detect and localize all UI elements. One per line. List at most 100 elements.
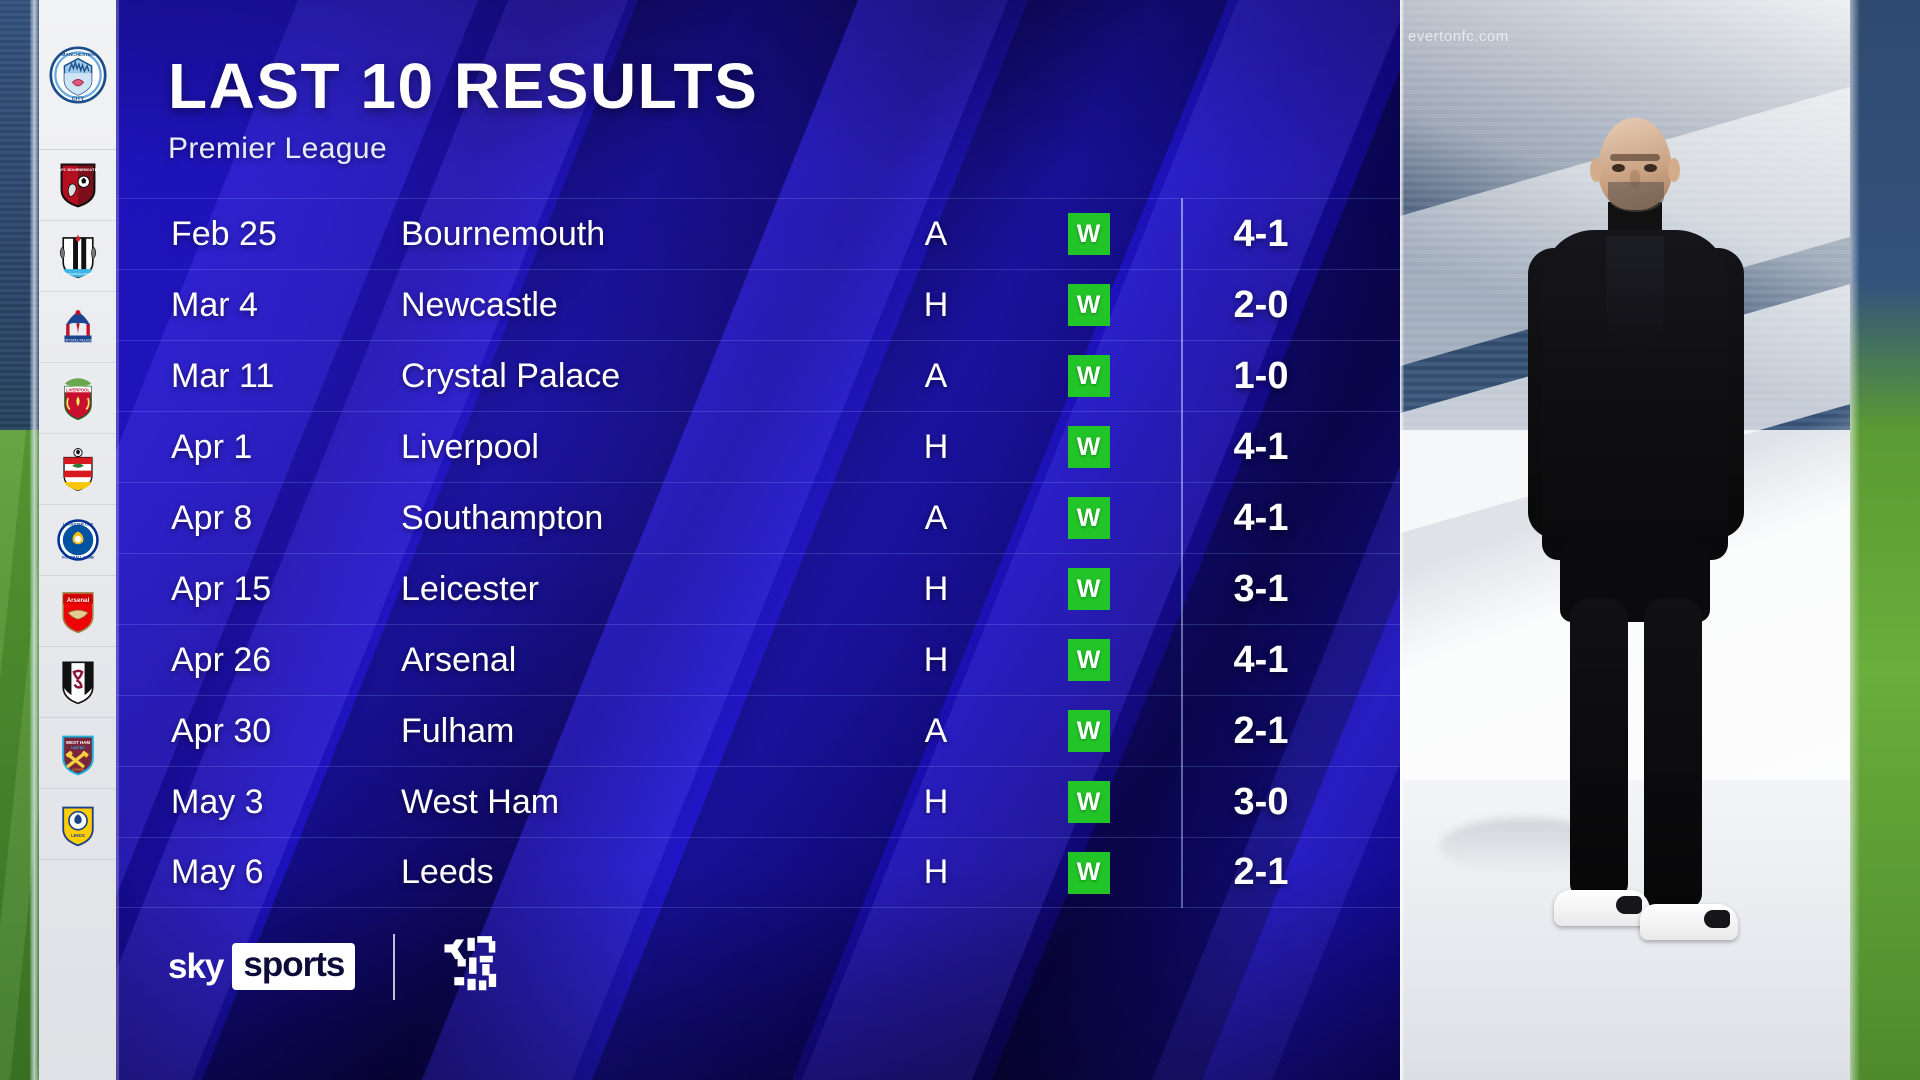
svg-text:Arsenal: Arsenal bbox=[66, 597, 89, 604]
presenter-beard bbox=[1608, 182, 1664, 212]
presenter-figure bbox=[1520, 118, 1750, 1008]
presenter-brow bbox=[1610, 154, 1660, 161]
row-result: W bbox=[1016, 213, 1161, 255]
row-result: W bbox=[1016, 781, 1161, 823]
column-divider bbox=[1181, 198, 1183, 908]
crest-leeds: LEEDS bbox=[39, 789, 116, 860]
row-score: 2-1 bbox=[1233, 851, 1289, 893]
crest-manchester-city: MANCHESTER CITY bbox=[39, 0, 116, 150]
row-result: W bbox=[1016, 639, 1161, 681]
table-row[interactable]: May 3 West Ham H W 3-0 bbox=[116, 766, 1400, 837]
svg-text:WEST HAM: WEST HAM bbox=[65, 740, 89, 745]
result-badge-win: W bbox=[1067, 639, 1110, 681]
row-score: 4-1 bbox=[1233, 212, 1289, 255]
svg-text:LEICESTER CITY: LEICESTER CITY bbox=[62, 523, 93, 527]
row-opponent: Arsenal bbox=[401, 640, 517, 679]
crest-fulham bbox=[39, 647, 116, 718]
row-date: Mar 11 bbox=[171, 356, 275, 395]
row-date: Apr 26 bbox=[171, 640, 272, 679]
crest-liverpool: LIVERPOOL bbox=[39, 363, 116, 434]
presenter-panel-left-edge bbox=[1400, 0, 1404, 1080]
row-date: Feb 25 bbox=[171, 214, 277, 253]
row-date: May 3 bbox=[171, 782, 264, 821]
row-venue: H bbox=[923, 285, 949, 324]
row-result: W bbox=[1016, 426, 1161, 468]
table-row[interactable]: May 6 Leeds H W 2-1 bbox=[116, 837, 1400, 908]
presenter-panel: evertonfc.com bbox=[1400, 0, 1850, 1080]
sports-wordmark: sports bbox=[232, 943, 356, 990]
result-badge-win: W bbox=[1067, 568, 1110, 610]
row-opponent: Leicester bbox=[401, 569, 539, 608]
table-row[interactable]: Mar 4 Newcastle H W 2-0 bbox=[116, 269, 1400, 340]
result-badge-win: W bbox=[1067, 213, 1110, 255]
table-row[interactable]: Apr 1 Liverpool H W 4-1 bbox=[116, 411, 1400, 482]
row-venue: A bbox=[924, 356, 948, 395]
row-date: Mar 4 bbox=[171, 285, 258, 324]
row-opponent: Southampton bbox=[401, 498, 604, 537]
svg-text:FOOTBALL CLUB: FOOTBALL CLUB bbox=[62, 556, 94, 560]
row-opponent: West Ham bbox=[401, 782, 560, 821]
row-opponent: Leeds bbox=[401, 853, 494, 891]
goal-post bbox=[30, 0, 39, 1080]
crest-leicester: LEICESTER CITY FOOTBALL CLUB bbox=[39, 505, 116, 576]
row-date: Apr 15 bbox=[171, 569, 272, 608]
row-score: 4-1 bbox=[1233, 638, 1289, 681]
result-badge-win: W bbox=[1067, 355, 1110, 397]
presenter-nose bbox=[1630, 170, 1640, 188]
row-score: 2-0 bbox=[1233, 283, 1289, 326]
svg-text:CRYSTAL PALACE: CRYSTAL PALACE bbox=[63, 338, 93, 342]
result-badge-win: W bbox=[1067, 851, 1110, 894]
svg-text:AFC BOURNEMOUTH: AFC BOURNEMOUTH bbox=[58, 168, 97, 172]
presenter-leg-right bbox=[1644, 598, 1702, 908]
sky-sports-logo: sky sports bbox=[168, 943, 356, 990]
row-score: 2-1 bbox=[1233, 709, 1289, 752]
row-result: W bbox=[1016, 284, 1161, 326]
row-date: May 6 bbox=[171, 853, 264, 891]
row-result: W bbox=[1016, 355, 1161, 397]
row-opponent: Newcastle bbox=[401, 285, 558, 324]
row-score: 1-0 bbox=[1233, 354, 1289, 397]
table-row[interactable]: Feb 25 Bournemouth A W 4-1 bbox=[116, 198, 1400, 269]
svg-text:LONDON: LONDON bbox=[71, 767, 84, 771]
page-title: LAST 10 RESULTS bbox=[168, 50, 759, 122]
result-badge-win: W bbox=[1067, 710, 1110, 752]
sky-wordmark: sky bbox=[168, 946, 224, 986]
page-subtitle: Premier League bbox=[168, 132, 388, 165]
panel-vignette bbox=[116, 0, 1400, 1080]
svg-text:UNITED: UNITED bbox=[71, 746, 85, 750]
results-table: Feb 25 Bournemouth A W 4-1 Mar 4 Newcast… bbox=[116, 198, 1400, 908]
table-row[interactable]: Apr 26 Arsenal H W 4-1 bbox=[116, 624, 1400, 695]
table-row[interactable]: Apr 30 Fulham A W 2-1 bbox=[116, 695, 1400, 766]
result-badge-win: W bbox=[1067, 497, 1110, 539]
crest-bournemouth: AFC BOURNEMOUTH bbox=[39, 150, 116, 221]
presenter-shoe-left bbox=[1554, 890, 1650, 926]
kick-it-out-logo bbox=[433, 923, 515, 1010]
table-row[interactable]: Apr 15 Leicester H W 3-1 bbox=[116, 553, 1400, 624]
header: LAST 10 RESULTS Premier League bbox=[168, 54, 758, 166]
row-venue: H bbox=[923, 640, 949, 679]
presenter-shoe-right bbox=[1640, 904, 1738, 940]
row-venue: H bbox=[923, 569, 949, 608]
row-score: 4-1 bbox=[1233, 425, 1289, 468]
svg-text:CITY: CITY bbox=[71, 96, 84, 102]
row-opponent: Crystal Palace bbox=[401, 356, 621, 395]
table-row[interactable]: Mar 11 Crystal Palace A W 1-0 bbox=[116, 340, 1400, 411]
result-badge-win: W bbox=[1067, 781, 1110, 823]
row-venue: A bbox=[924, 711, 948, 750]
row-score: 4-1 bbox=[1233, 496, 1289, 539]
row-date: Apr 1 bbox=[171, 427, 253, 466]
presenter-ears bbox=[1590, 158, 1680, 184]
row-opponent: Fulham bbox=[401, 711, 515, 750]
table-row[interactable]: Apr 8 Southampton A W 4-1 bbox=[116, 482, 1400, 553]
row-venue: H bbox=[923, 427, 949, 466]
row-opponent: Liverpool bbox=[401, 427, 539, 466]
crest-southampton bbox=[39, 434, 116, 505]
crest-rail: MANCHESTER CITY AFC BOURNEMOUTH bbox=[39, 0, 116, 1080]
row-result: W bbox=[1016, 710, 1161, 752]
crest-arsenal: Arsenal bbox=[39, 576, 116, 647]
svg-text:LIVERPOOL: LIVERPOOL bbox=[66, 387, 90, 392]
row-score: 3-0 bbox=[1233, 780, 1289, 823]
svg-text:NEWCASTLE UNITED: NEWCASTLE UNITED bbox=[62, 272, 92, 276]
row-result: W bbox=[1016, 568, 1161, 610]
